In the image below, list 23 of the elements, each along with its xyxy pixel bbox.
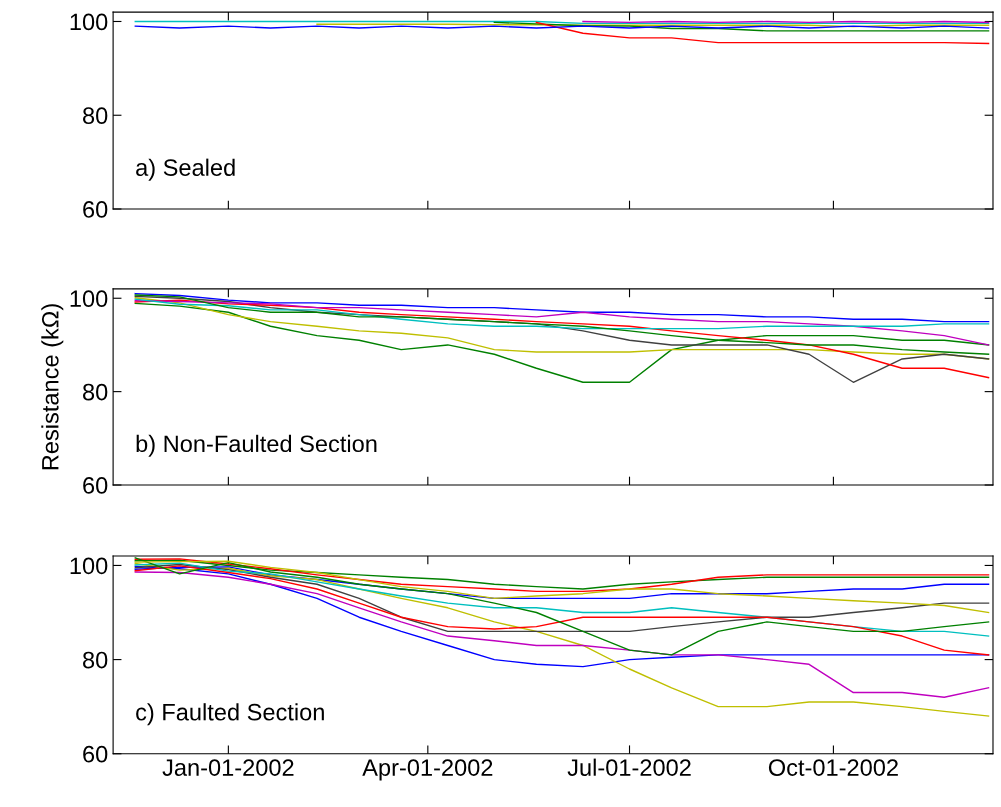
x-tick-label: Oct-01-2002 xyxy=(768,759,898,776)
y-tick-label: 60 xyxy=(83,477,108,494)
x-tick-label: Jan-01-2002 xyxy=(162,759,294,776)
y-tick-label: 80 xyxy=(83,107,108,125)
y-tick-label: 60 xyxy=(83,745,108,763)
y-tick-label: 100 xyxy=(70,290,108,308)
annotation: a) Sealed xyxy=(136,158,235,181)
line-series xyxy=(493,21,990,32)
y-tick-label: 100 xyxy=(70,13,108,31)
line-series xyxy=(134,292,990,323)
line-series xyxy=(134,571,990,698)
annotation: c) Faulted Section xyxy=(136,703,324,726)
line-series xyxy=(535,21,990,45)
y-tick-label: 100 xyxy=(70,557,108,575)
y-axis-title: Resistance (kΩ) xyxy=(41,304,64,470)
line-series xyxy=(134,299,990,346)
y-tick-label: 80 xyxy=(83,383,108,401)
x-tick-label: Jul-01-2002 xyxy=(567,758,691,776)
x-tick-label: Apr-01-2002 xyxy=(362,759,493,781)
annotation: b) Non-Faulted Section xyxy=(136,434,377,457)
y-tick-label: 60 xyxy=(83,201,108,218)
y-tick-label: 80 xyxy=(83,651,108,669)
line-series xyxy=(134,298,990,330)
